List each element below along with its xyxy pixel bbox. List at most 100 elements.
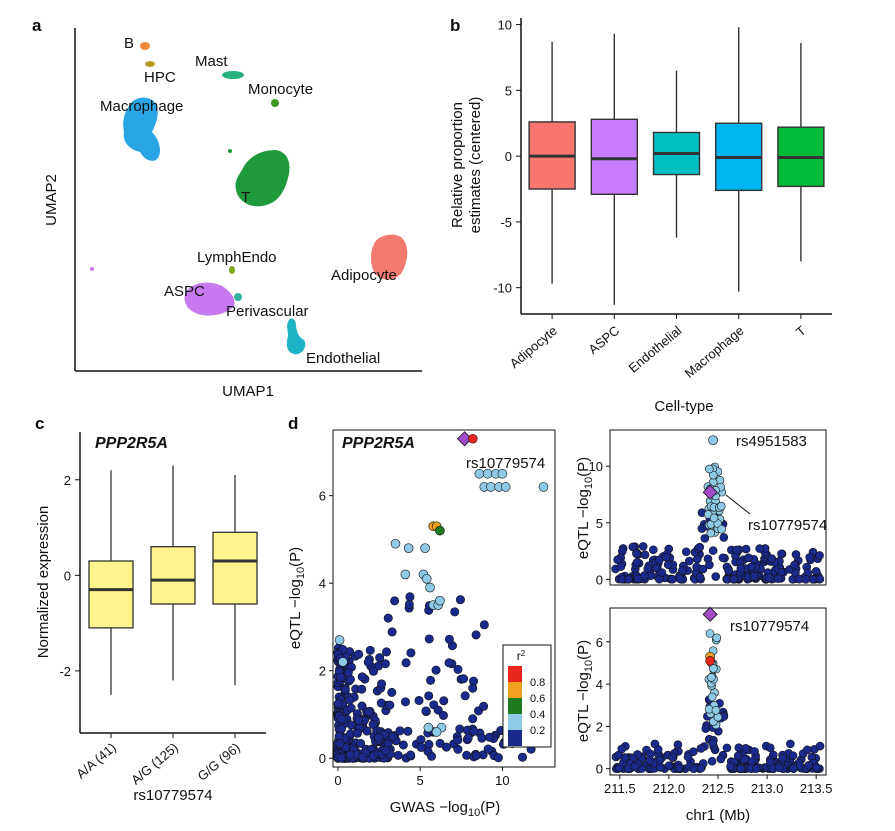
d-main-bg-point	[459, 674, 469, 684]
gwas-ylabel-prefix: eQTL −log	[575, 489, 592, 559]
d-main-bg-point	[429, 700, 439, 710]
d-main-bg-point	[345, 750, 355, 760]
d-main-ytick-label: 2	[319, 664, 326, 679]
d-main-bg-point	[365, 645, 375, 655]
gwas-bg-point	[744, 553, 753, 563]
d-main-point	[431, 727, 442, 737]
d-gwas-frame	[609, 429, 827, 586]
eqtl-bg-point	[707, 756, 717, 766]
legend-tick-label: 0.8	[530, 677, 545, 689]
d-main-bg-point	[390, 596, 400, 606]
cluster-t-points	[235, 150, 290, 207]
d-main-bg-point	[340, 685, 350, 695]
gwas-ytick-label: 5	[596, 516, 603, 531]
d-main-bg-point	[364, 707, 374, 717]
gwas-ld-point	[716, 501, 726, 511]
gwas-ld-point	[705, 464, 714, 474]
gwas-ld-point	[708, 470, 718, 480]
eqtl-ld-point	[707, 692, 717, 702]
gwas-bg-point	[695, 542, 705, 552]
eqtl-bg-point	[674, 763, 684, 773]
d-main-bg-point	[453, 735, 463, 745]
legend-title: r2	[517, 649, 526, 663]
gwas-ld-point	[706, 528, 716, 538]
cluster-b-points	[140, 42, 150, 50]
gwas-bg-point	[624, 574, 633, 584]
umap-ylabel: UMAP2	[43, 174, 60, 226]
b-xtick-label: Macrophage	[682, 323, 747, 381]
eqtl-bg-point	[803, 745, 812, 755]
d-eqtl-lead-label: rs10779574	[730, 618, 809, 635]
gwas-bg-point	[815, 574, 825, 584]
b-ytick-label: 10	[498, 18, 512, 33]
cluster-hpc-points	[145, 61, 155, 67]
umap-label-perivascular: Perivascular	[226, 303, 309, 320]
region-xtick-label: 212.0	[653, 781, 686, 796]
d-main-bg-point	[381, 647, 391, 657]
gwas-ld-point	[709, 513, 719, 523]
panel-d-label: d	[288, 414, 298, 433]
cluster-monocyte-points	[271, 99, 279, 107]
c-title: PPP2R5A	[95, 435, 168, 452]
d-main-bg-point	[444, 658, 454, 668]
gwas-bg-point	[732, 545, 741, 555]
eqtl-bg-point	[812, 763, 821, 772]
c-xtick-label: A/G (125)	[128, 740, 181, 788]
panel-a-label: a	[32, 16, 42, 35]
umap-label-endothelial: Endothelial	[306, 350, 380, 367]
c-ylabel: Normalized expression	[35, 506, 52, 659]
d-main-bg-point	[388, 732, 398, 742]
c-box	[150, 546, 196, 605]
d-main-bg-point	[362, 726, 372, 736]
d-main-bg-point	[469, 726, 479, 736]
b-xtick-label: ASPC	[585, 323, 622, 357]
d-main-point	[467, 433, 478, 444]
d-main-bg-point	[336, 753, 346, 763]
d-main-bg-point	[387, 627, 397, 637]
c-xlabel: rs10779574	[133, 787, 212, 804]
d-gwas-points	[611, 435, 825, 584]
cluster-perivascular-points	[234, 293, 242, 301]
d-main-ytick-label: 6	[319, 489, 326, 504]
eqtl-ld-point	[711, 706, 721, 715]
eqtl-bg-point	[664, 761, 674, 770]
b-boxes	[528, 27, 825, 305]
gwas-bg-point	[695, 572, 705, 582]
b-ytick-label: 5	[505, 83, 512, 98]
gwas-bg-point	[791, 550, 801, 559]
eqtl-bg-point	[645, 756, 654, 765]
d-main-bg-point	[414, 695, 424, 705]
cluster-macrophage-points	[123, 97, 160, 161]
d-main-bg-point	[438, 710, 448, 720]
gwas-bg-point	[774, 574, 783, 583]
d-chr-xlabel: chr1 (Mb)	[686, 807, 750, 824]
d-main-bg-point	[427, 751, 437, 761]
umap-label-t: T	[241, 189, 250, 206]
eqtl-ld-point	[707, 673, 716, 682]
panel-c-boxplot: c PPP2R5A 2 0 -2 A/A (41) A/G (125) G/G (96)…	[35, 414, 266, 804]
eqtl-bg-point	[774, 763, 784, 773]
d-main-bg-point	[416, 735, 426, 745]
legend-swatch	[508, 666, 522, 682]
umap-label-b: B	[124, 35, 134, 52]
eqtl-bg-point	[751, 764, 761, 773]
eqtl-bg-point	[778, 753, 788, 763]
d-main-bg-point	[406, 750, 416, 760]
d-main-bg-point	[358, 752, 368, 762]
d-main-bg-point	[398, 740, 408, 750]
d-main-bg-point	[363, 657, 373, 667]
eqtl-bg-point	[630, 762, 640, 771]
d-main-bg-point	[405, 592, 415, 602]
d-main-xtick-label: 0	[334, 773, 341, 788]
d-main-point	[435, 525, 445, 536]
d-main-bg-point	[468, 714, 478, 724]
region-xtick-label: 213.5	[800, 781, 833, 796]
c-box	[212, 531, 258, 605]
d-main-point	[334, 635, 345, 645]
d-main-bg-point	[406, 648, 416, 658]
umap-label-mast: Mast	[195, 53, 228, 70]
d-main-bg-point	[336, 672, 346, 682]
